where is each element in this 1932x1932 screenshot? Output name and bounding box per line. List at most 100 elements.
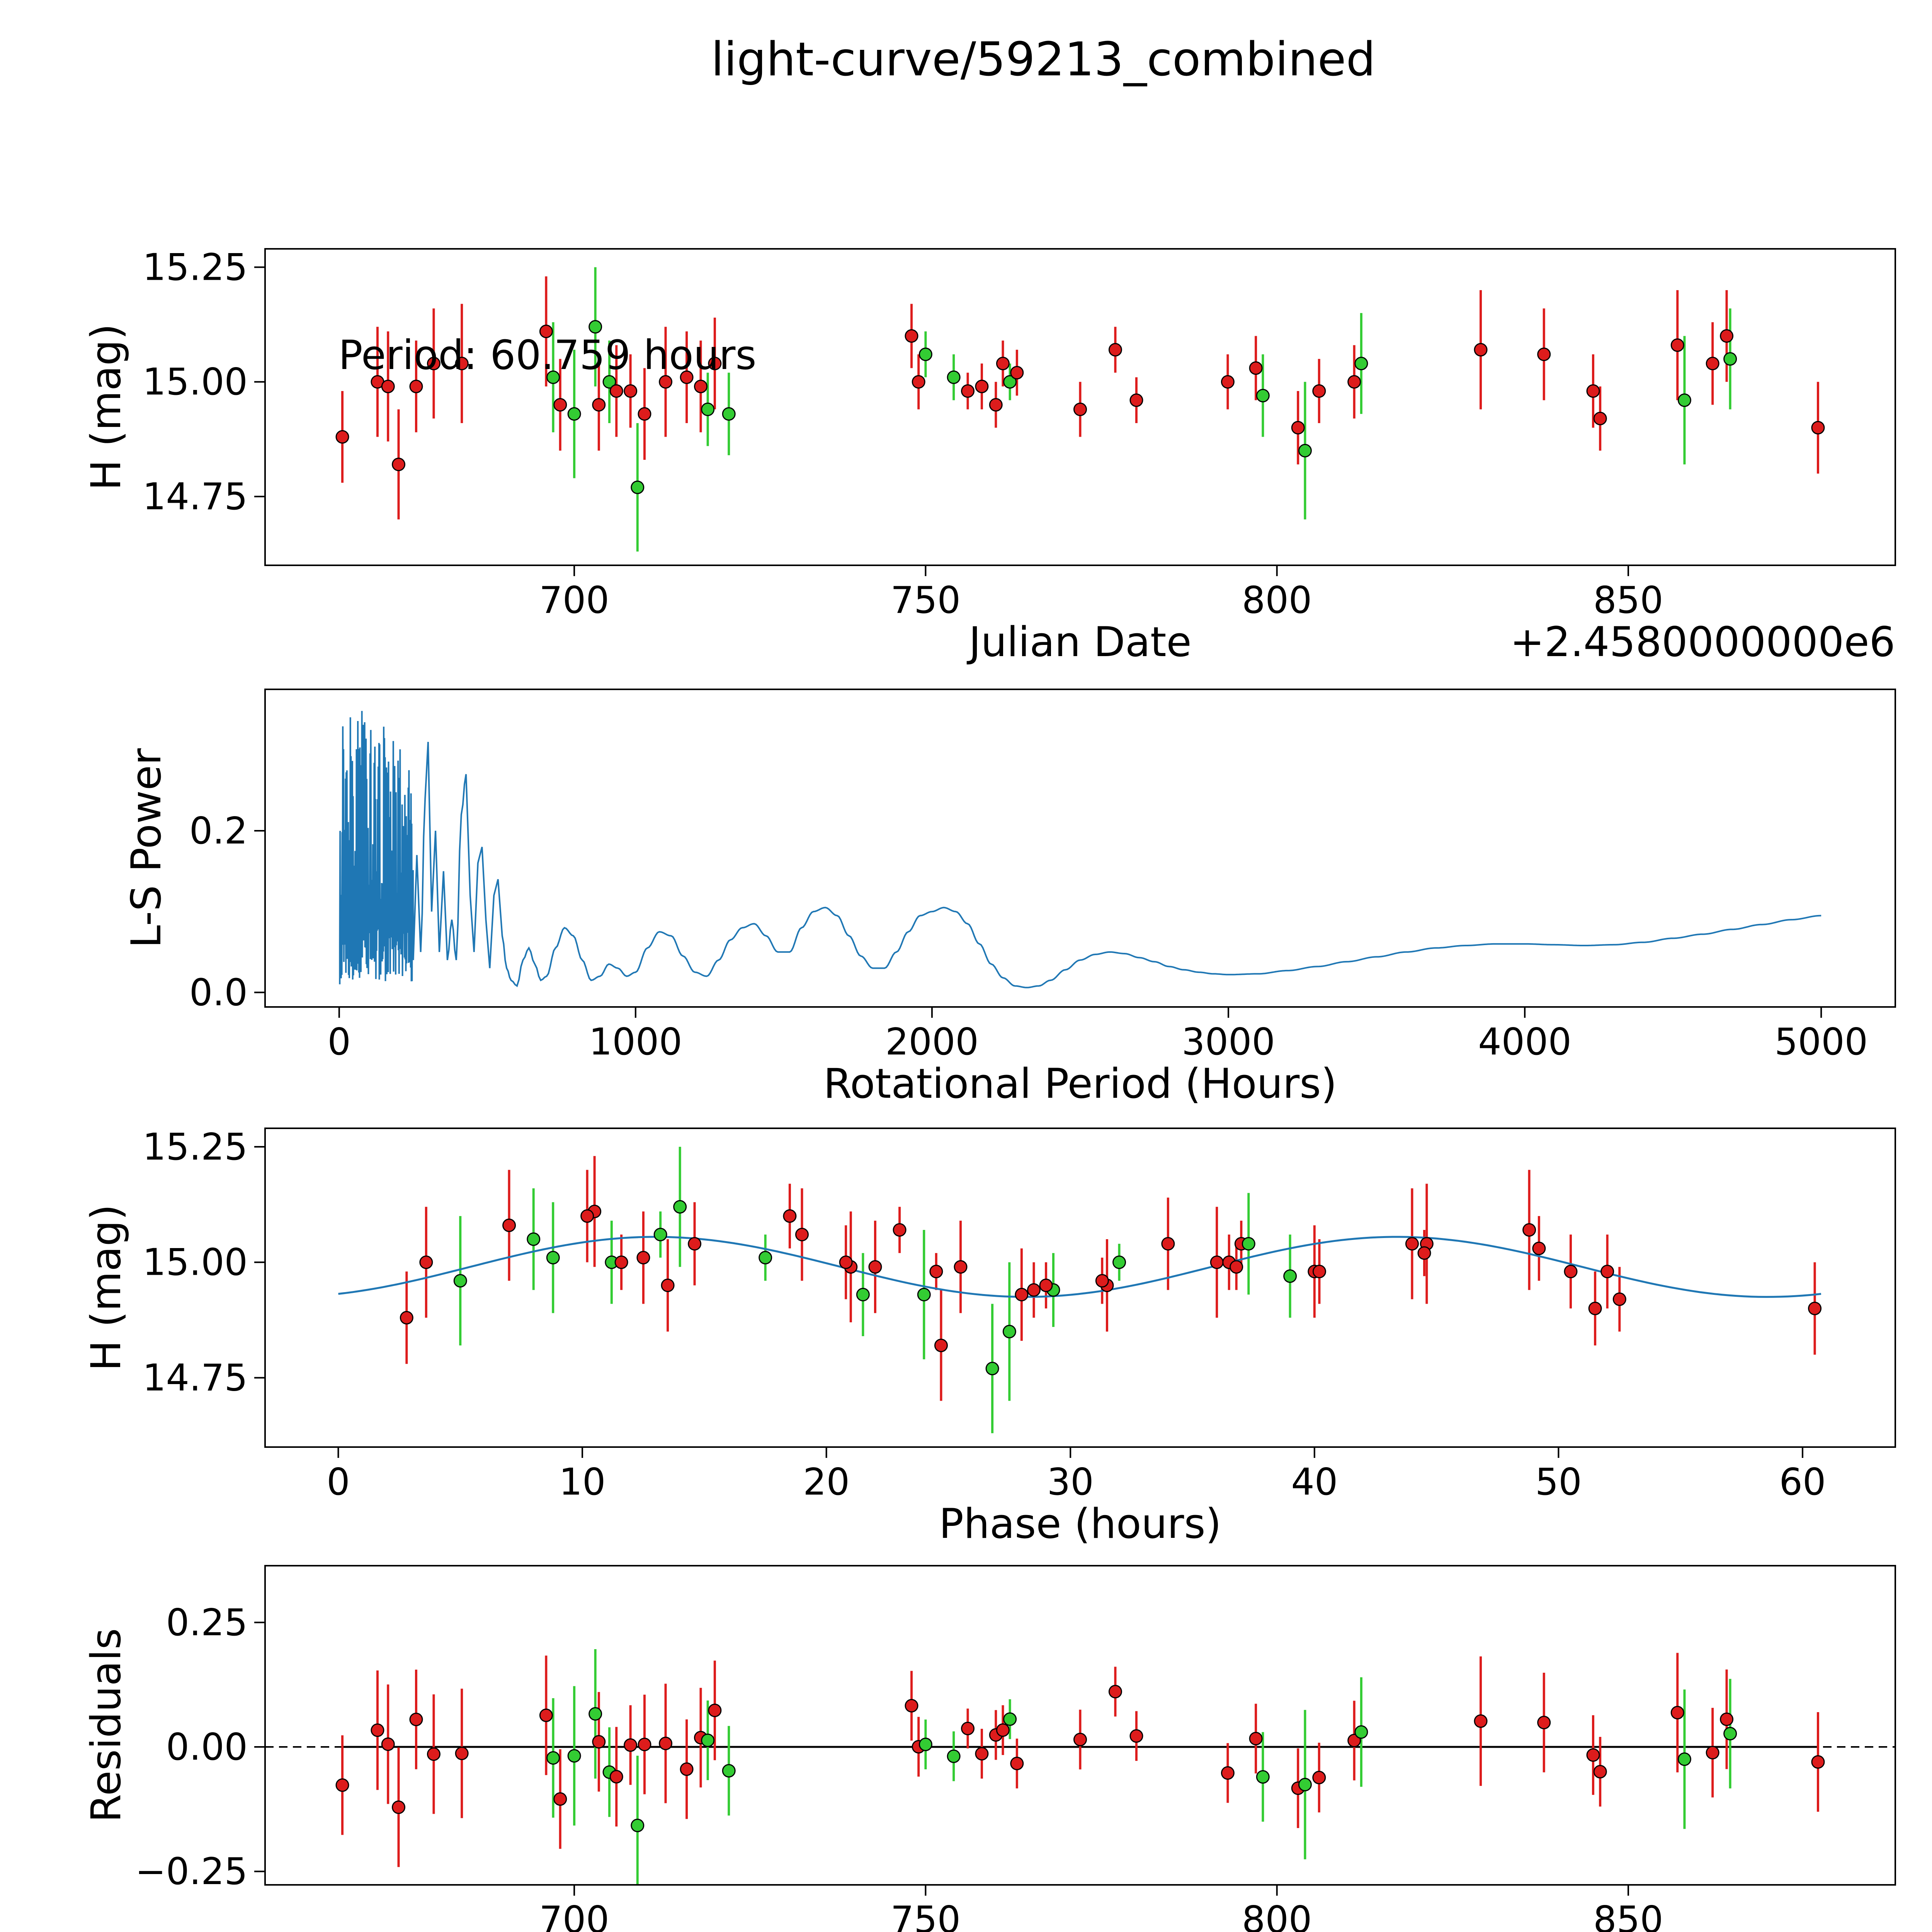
periodogram-xlabel: Rotational Period (Hours) — [823, 1060, 1337, 1107]
data-point-red — [975, 379, 989, 393]
data-point-green — [985, 1362, 999, 1376]
data-point-red — [1537, 347, 1551, 361]
data-point-red — [539, 325, 553, 338]
lightcurve-markers — [335, 320, 1825, 494]
data-point-red — [381, 379, 395, 393]
data-point-green — [1242, 1237, 1255, 1251]
data-point-red — [893, 1223, 906, 1237]
phased-ylabel: H (mag) — [82, 1204, 130, 1371]
data-point-red — [1027, 1283, 1041, 1297]
residuals-markers — [335, 1685, 1825, 1832]
phased-plot-area — [338, 1146, 1822, 1434]
lightcurve-axes-frame — [264, 248, 1896, 566]
data-point-red — [1108, 343, 1122, 357]
y-tick-label: −0.25 — [135, 1850, 248, 1893]
data-point-red — [1612, 1292, 1626, 1306]
data-point-green — [1723, 1727, 1737, 1741]
y-tick-label: 15.25 — [143, 1126, 248, 1168]
data-point-red — [795, 1228, 809, 1242]
data-point-red — [1108, 1685, 1122, 1699]
data-point-green — [1283, 1269, 1297, 1283]
data-point-red — [961, 1721, 975, 1735]
data-point-green — [631, 1818, 645, 1832]
data-point-green — [1677, 393, 1691, 407]
data-point-red — [409, 379, 423, 393]
data-point-red — [996, 357, 1010, 371]
data-point-red — [1221, 1766, 1235, 1780]
x-tick-label: 60 — [1779, 1461, 1826, 1503]
data-point-red — [539, 1708, 553, 1722]
data-point-red — [400, 1311, 413, 1325]
data-point-red — [659, 375, 673, 389]
data-point-red — [1291, 421, 1305, 435]
panel-phased: 0 10 20 30 40 50 60 14.75 15.00 15.25 Phase (hours… — [82, 1126, 1896, 1548]
lightcurve-xlabel: Julian Date — [966, 618, 1192, 666]
data-point-red — [1129, 393, 1143, 407]
data-point-red — [1593, 412, 1607, 425]
x-tick-label: 800 — [1242, 579, 1312, 622]
data-point-red — [929, 1265, 943, 1279]
data-point-red — [783, 1209, 797, 1223]
phased-markers — [400, 1200, 1822, 1376]
x-tick-label: 850 — [1593, 579, 1663, 622]
x-tick-label: 0 — [327, 1461, 350, 1503]
data-point-red — [614, 1255, 628, 1269]
data-point-red — [680, 370, 694, 384]
data-point-red — [1811, 1755, 1825, 1769]
phased-xlabel: Phase (hours) — [939, 1500, 1221, 1548]
x-tick-label: 750 — [891, 579, 961, 622]
data-point-red — [1312, 1770, 1326, 1784]
x-tick-label: 30 — [1047, 1461, 1094, 1503]
x-tick-label: 3000 — [1182, 1021, 1275, 1063]
data-point-red — [905, 329, 918, 343]
y-tick-label: 0.00 — [166, 1726, 248, 1769]
data-point-red — [624, 384, 638, 398]
data-point-red — [1593, 1765, 1607, 1779]
data-point-red — [1474, 1714, 1488, 1728]
data-point-red — [1249, 361, 1263, 375]
data-point-red — [553, 398, 567, 412]
data-point-green — [1256, 389, 1270, 403]
data-point-red — [708, 1703, 722, 1717]
x-tick-label: 40 — [1291, 1461, 1338, 1503]
data-point-red — [708, 357, 722, 371]
data-point-red — [1010, 1757, 1024, 1770]
data-point-red — [1564, 1265, 1578, 1279]
data-point-red — [638, 1738, 651, 1752]
y-tick-label: 15.00 — [143, 1242, 248, 1284]
data-point-red — [419, 1255, 433, 1269]
data-point-red — [1039, 1279, 1053, 1293]
phased-ticks: 0 10 20 30 40 50 60 14.75 15.00 15.25 — [143, 1126, 1826, 1503]
y-tick-label: 0.25 — [166, 1602, 248, 1644]
data-point-green — [722, 1764, 736, 1778]
data-point-red — [688, 1237, 702, 1251]
data-point-green — [527, 1232, 541, 1246]
data-point-red — [1720, 1712, 1734, 1726]
x-tick-label: 750 — [891, 1899, 961, 1932]
figure-title: light-curve/59213_combined — [711, 33, 1376, 87]
data-point-red — [680, 1762, 694, 1776]
data-point-green — [546, 1251, 560, 1265]
data-point-green — [567, 1749, 581, 1763]
data-point-red — [1720, 329, 1734, 343]
residuals-ticks: 700 750 800 850 −0.25 0.00 0.25 — [135, 1602, 1663, 1932]
residuals-axes-frame — [264, 1565, 1896, 1886]
data-point-red — [1522, 1223, 1536, 1237]
periodogram-plot-area — [339, 711, 1821, 988]
data-point-green — [653, 1228, 667, 1242]
data-point-red — [455, 1747, 469, 1760]
model-fit-curve — [338, 1236, 1821, 1298]
y-tick-label: 0.2 — [189, 810, 248, 852]
data-point-red — [580, 1209, 594, 1223]
x-tick-label: 700 — [539, 1899, 609, 1932]
data-point-red — [839, 1255, 853, 1269]
data-point-red — [1670, 1706, 1684, 1719]
data-point-red — [989, 398, 1003, 412]
y-tick-label: 15.00 — [143, 361, 248, 403]
data-point-red — [1586, 384, 1600, 398]
data-point-red — [1532, 1242, 1546, 1255]
lightcurve-ylabel: H (mag) — [82, 324, 130, 491]
data-point-red — [553, 1792, 567, 1806]
